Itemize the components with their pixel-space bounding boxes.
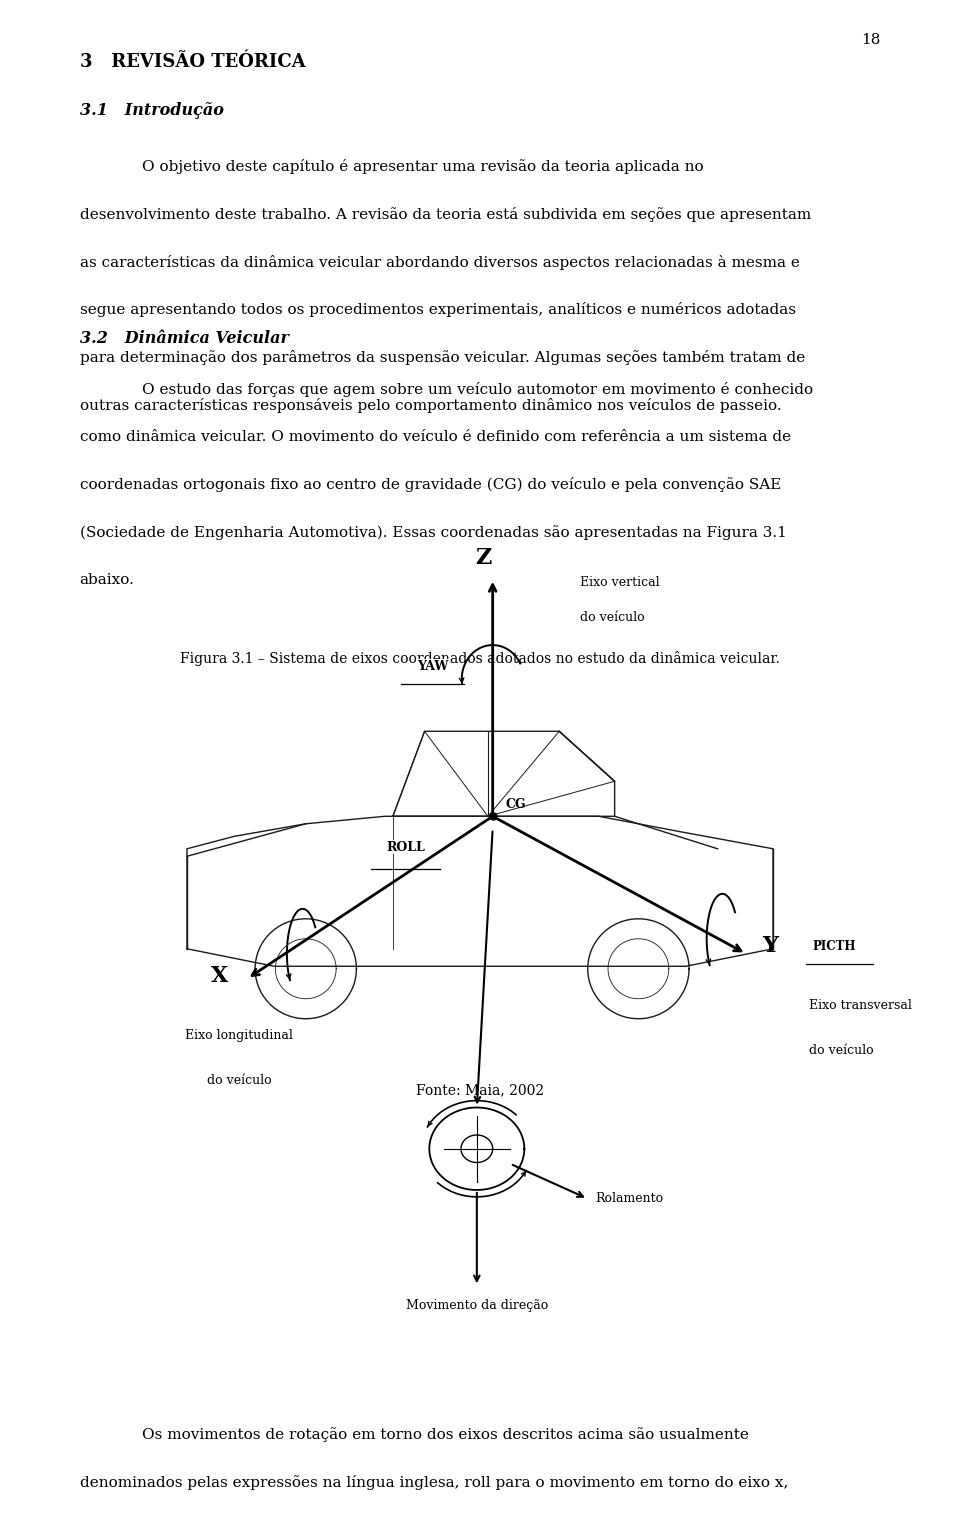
Text: do veículo: do veículo bbox=[809, 1044, 875, 1057]
Text: segue apresentando todos os procedimentos experimentais, analíticos e numéricos : segue apresentando todos os procedimento… bbox=[80, 301, 796, 317]
Text: Eixo longitudinal: Eixo longitudinal bbox=[185, 1029, 293, 1042]
Text: Rolamento: Rolamento bbox=[595, 1192, 663, 1206]
Text: Z: Z bbox=[475, 547, 492, 568]
Text: 3.2   Dinâmica Veicular: 3.2 Dinâmica Veicular bbox=[80, 330, 289, 347]
Text: abaixo.: abaixo. bbox=[80, 573, 134, 586]
Text: outras características responsáveis pelo comportamento dinâmico nos veículos de : outras características responsáveis pelo… bbox=[80, 397, 781, 412]
Text: Os movimentos de rotação em torno dos eixos descritos acima são usualmente: Os movimentos de rotação em torno dos ei… bbox=[142, 1427, 749, 1442]
Text: como dinâmica veicular. O movimento do veículo é definido com referência a um si: como dinâmica veicular. O movimento do v… bbox=[80, 430, 791, 444]
Text: Figura 3.1 – Sistema de eixos coordenados adotados no estudo da dinâmica veicula: Figura 3.1 – Sistema de eixos coordenado… bbox=[180, 651, 780, 667]
Text: (Sociedade de Engenharia Automotiva). Essas coordenadas são apresentadas na Figu: (Sociedade de Engenharia Automotiva). Es… bbox=[80, 524, 786, 539]
Text: do veículo: do veículo bbox=[580, 611, 644, 624]
Text: PICTH: PICTH bbox=[812, 939, 856, 953]
Text: 3.1   Introdução: 3.1 Introdução bbox=[80, 102, 224, 118]
Text: denominados pelas expressões na língua inglesa, roll para o movimento em torno d: denominados pelas expressões na língua i… bbox=[80, 1476, 788, 1489]
Text: 18: 18 bbox=[861, 33, 880, 47]
Text: Eixo transversal: Eixo transversal bbox=[809, 998, 912, 1012]
Text: as características da dinâmica veicular abordando diversos aspectos relacionadas: as características da dinâmica veicular … bbox=[80, 255, 800, 270]
Text: O objetivo deste capítulo é apresentar uma revisão da teoria aplicada no: O objetivo deste capítulo é apresentar u… bbox=[142, 159, 704, 174]
Text: para determinação dos parâmetros da suspensão veicular. Algumas seções também tr: para determinação dos parâmetros da susp… bbox=[80, 350, 804, 365]
Text: coordenadas ortogonais fixo ao centro de gravidade (CG) do veículo e pela conven: coordenadas ortogonais fixo ao centro de… bbox=[80, 477, 781, 492]
Text: desenvolvimento deste trabalho. A revisão da teoria está subdivida em seções que: desenvolvimento deste trabalho. A revisã… bbox=[80, 206, 811, 221]
Text: CG: CG bbox=[505, 798, 526, 811]
Text: X: X bbox=[211, 965, 228, 988]
Text: do veículo: do veículo bbox=[207, 1074, 272, 1086]
Text: Eixo vertical: Eixo vertical bbox=[580, 576, 660, 589]
Text: YAW: YAW bbox=[417, 661, 448, 673]
Text: Movimento da direção: Movimento da direção bbox=[406, 1298, 548, 1312]
Text: Fonte: Maia, 2002: Fonte: Maia, 2002 bbox=[416, 1083, 544, 1097]
Text: O estudo das forças que agem sobre um veículo automotor em movimento é conhecido: O estudo das forças que agem sobre um ve… bbox=[142, 382, 813, 397]
Text: 3   REVISÃO TEÓRICA: 3 REVISÃO TEÓRICA bbox=[80, 53, 305, 71]
Text: Y: Y bbox=[762, 935, 778, 957]
Text: ROLL: ROLL bbox=[386, 841, 425, 854]
